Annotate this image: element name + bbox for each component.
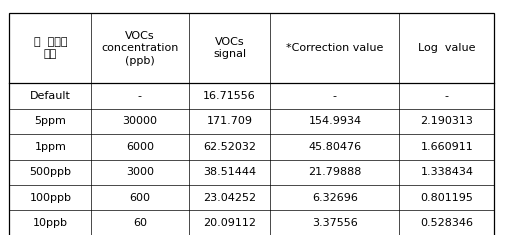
Text: Log  value: Log value bbox=[418, 43, 476, 53]
Text: 20.09112: 20.09112 bbox=[203, 218, 256, 228]
Text: 60: 60 bbox=[133, 218, 147, 228]
Text: 3000: 3000 bbox=[126, 167, 154, 177]
Text: 171.709: 171.709 bbox=[207, 117, 252, 126]
Text: 6.32696: 6.32696 bbox=[312, 193, 358, 203]
Text: VOCs
signal: VOCs signal bbox=[213, 37, 246, 59]
Text: 3.37556: 3.37556 bbox=[312, 218, 358, 228]
Text: VOCs
concentration
(ppb): VOCs concentration (ppb) bbox=[101, 31, 179, 66]
Text: 10ppb: 10ppb bbox=[33, 218, 68, 228]
Text: 각  물질별
농도: 각 물질별 농도 bbox=[34, 37, 67, 59]
Text: 1.660911: 1.660911 bbox=[421, 142, 473, 152]
Text: 21.79888: 21.79888 bbox=[308, 167, 362, 177]
Text: 600: 600 bbox=[130, 193, 150, 203]
Text: 6000: 6000 bbox=[126, 142, 154, 152]
Text: 0.528346: 0.528346 bbox=[421, 218, 473, 228]
Text: 100ppb: 100ppb bbox=[30, 193, 71, 203]
Text: *Correction value: *Correction value bbox=[286, 43, 384, 53]
Text: 500ppb: 500ppb bbox=[30, 167, 71, 177]
Text: 38.51444: 38.51444 bbox=[203, 167, 256, 177]
Text: 1.338434: 1.338434 bbox=[421, 167, 473, 177]
Text: 23.04252: 23.04252 bbox=[203, 193, 256, 203]
Text: 0.801195: 0.801195 bbox=[421, 193, 473, 203]
Text: 30000: 30000 bbox=[122, 117, 158, 126]
Text: -: - bbox=[138, 91, 142, 101]
Text: 45.80476: 45.80476 bbox=[308, 142, 362, 152]
Text: Default: Default bbox=[30, 91, 71, 101]
Text: 1ppm: 1ppm bbox=[34, 142, 66, 152]
Text: -: - bbox=[445, 91, 449, 101]
Text: 16.71556: 16.71556 bbox=[203, 91, 256, 101]
Text: 2.190313: 2.190313 bbox=[421, 117, 473, 126]
Text: 62.52032: 62.52032 bbox=[203, 142, 256, 152]
Text: -: - bbox=[333, 91, 337, 101]
Text: 154.9934: 154.9934 bbox=[308, 117, 362, 126]
Text: 5ppm: 5ppm bbox=[34, 117, 66, 126]
